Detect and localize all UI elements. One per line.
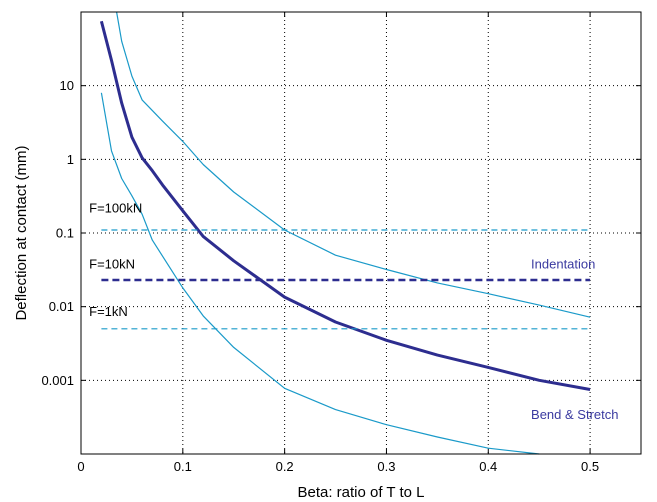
y-tick-label: 0.1 (56, 226, 74, 241)
y-axis-label: Deflection at contact (mm) (13, 145, 30, 320)
axis-ticks: 0 0.1 0.2 0.3 0.4 0.5 10 1 0.1 0.01 0.001 (41, 12, 641, 474)
annotation-label: F=10kN (89, 256, 135, 271)
annotation-label: F=1kN (89, 304, 128, 319)
x-tick-label: 0.3 (377, 459, 395, 474)
series-lines (99, 11, 591, 455)
x-tick-label: 0 (77, 459, 84, 474)
x-tick-label: 0.4 (479, 459, 497, 474)
y-tick-label: 1 (67, 152, 74, 167)
bend-stretch-curve-0 (116, 11, 591, 318)
x-tick-label: 0.5 (581, 459, 599, 474)
bend-stretch-curve-1 (99, 20, 591, 391)
annotation-label: Indentation (531, 256, 595, 271)
x-tick-label: 0.2 (276, 459, 294, 474)
x-axis-label: Beta: ratio of T to L (297, 484, 424, 501)
y-tick-label: 10 (60, 78, 74, 93)
y-tick-label: 0.001 (41, 373, 74, 388)
grid-lines (81, 12, 641, 454)
annotations: F=100kN F=10kN F=1kN Indentation Bend & Stre… (89, 200, 618, 421)
annotation-label: F=100kN (89, 200, 142, 215)
bend-stretch-curve-2 (100, 92, 540, 455)
annotation-label: Bend & Stretch (531, 407, 618, 422)
y-tick-label: 0.01 (49, 299, 74, 314)
x-tick-label: 0.1 (174, 459, 192, 474)
